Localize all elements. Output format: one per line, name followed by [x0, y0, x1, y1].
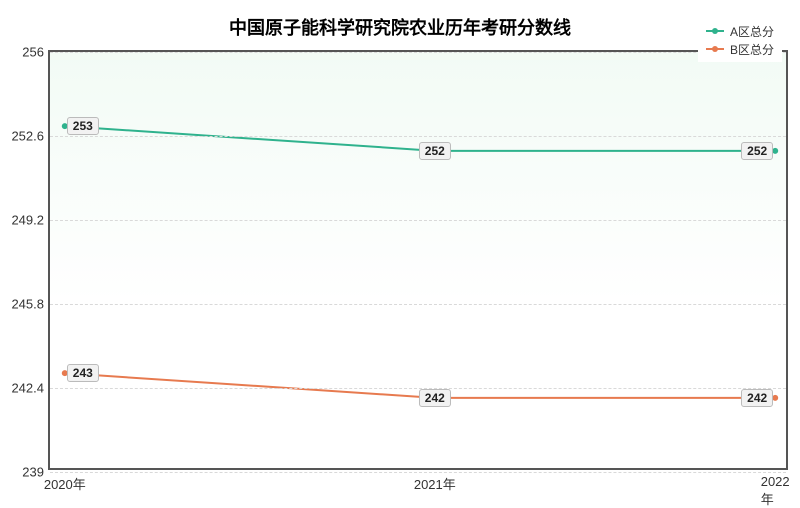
legend-label-a: A区总分	[730, 23, 774, 40]
legend: A区总分 B区总分	[698, 18, 782, 62]
grid-line	[50, 136, 786, 137]
grid-line	[50, 220, 786, 221]
data-label: 242	[419, 389, 451, 407]
data-label: 253	[67, 117, 99, 135]
grid-line	[50, 304, 786, 305]
chart-title: 中国原子能科学研究院农业历年考研分数线	[0, 14, 800, 40]
legend-label-b: B区总分	[730, 41, 774, 58]
legend-item-a: A区总分	[706, 22, 774, 40]
legend-swatch-a	[706, 30, 724, 32]
legend-swatch-b	[706, 48, 724, 50]
y-tick-label: 256	[22, 45, 50, 60]
plot-area: 239242.4245.8249.2252.62562020年2021年2022…	[48, 50, 788, 470]
x-tick-label: 2020年	[44, 468, 86, 493]
data-label: 242	[741, 389, 773, 407]
y-tick-label: 242.4	[11, 381, 50, 396]
data-label: 243	[67, 364, 99, 382]
grid-line	[50, 388, 786, 389]
grid-line	[50, 52, 786, 53]
data-label: 252	[741, 142, 773, 160]
y-tick-label: 252.6	[11, 129, 50, 144]
legend-item-b: B区总分	[706, 40, 774, 58]
x-tick-label: 2021年	[414, 468, 456, 493]
y-tick-label: 249.2	[11, 213, 50, 228]
chart-container: 中国原子能科学研究院农业历年考研分数线 239242.4245.8249.225…	[0, 0, 800, 500]
data-label: 252	[419, 142, 451, 160]
x-tick-label: 2022年	[761, 468, 790, 508]
y-tick-label: 245.8	[11, 297, 50, 312]
chart-lines-svg	[50, 52, 790, 472]
